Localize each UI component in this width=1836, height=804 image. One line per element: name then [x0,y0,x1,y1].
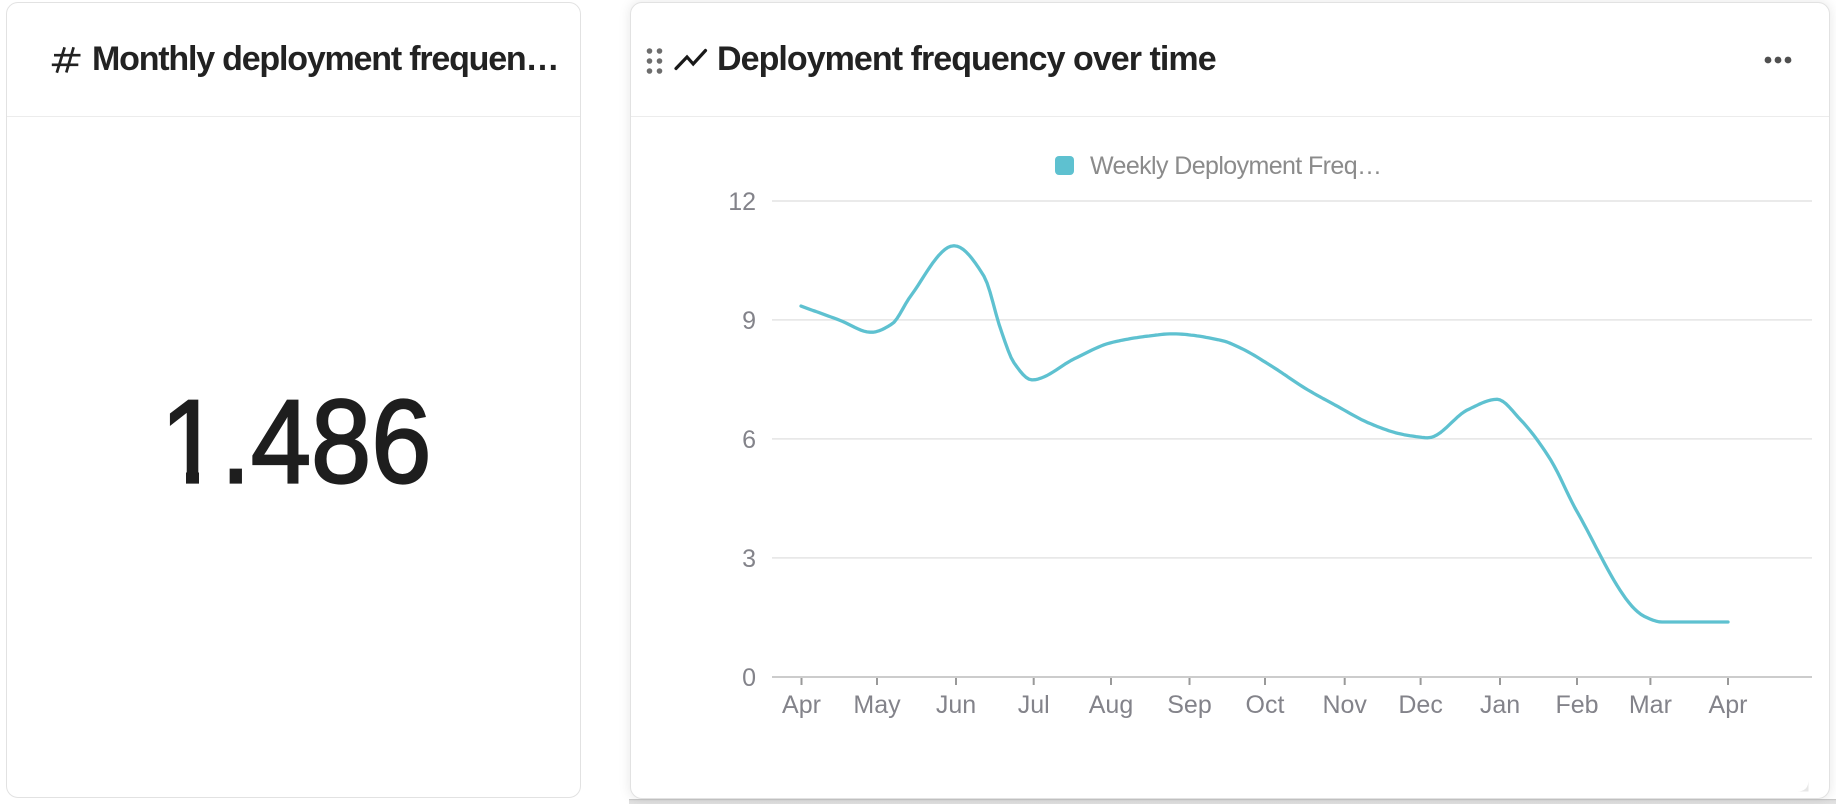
svg-text:Apr: Apr [1709,691,1748,719]
svg-text:Aug: Aug [1089,691,1133,719]
svg-text:Weekly Deployment Freq…: Weekly Deployment Freq… [1090,152,1381,180]
svg-text:Apr: Apr [782,691,821,719]
svg-text:Dec: Dec [1398,691,1442,719]
svg-text:3: 3 [742,545,756,573]
svg-text:May: May [853,691,901,719]
svg-text:Feb: Feb [1555,691,1598,719]
svg-text:Nov: Nov [1322,691,1367,719]
svg-text:0: 0 [742,664,756,692]
svg-text:Jul: Jul [1018,691,1050,719]
svg-text:12: 12 [728,188,756,216]
svg-text:Sep: Sep [1167,691,1211,719]
svg-text:Jan: Jan [1480,691,1520,719]
svg-text:Mar: Mar [1629,691,1672,719]
svg-text:Oct: Oct [1246,691,1285,719]
svg-text:6: 6 [742,426,756,454]
svg-text:Jun: Jun [936,691,976,719]
svg-text:9: 9 [742,307,756,335]
